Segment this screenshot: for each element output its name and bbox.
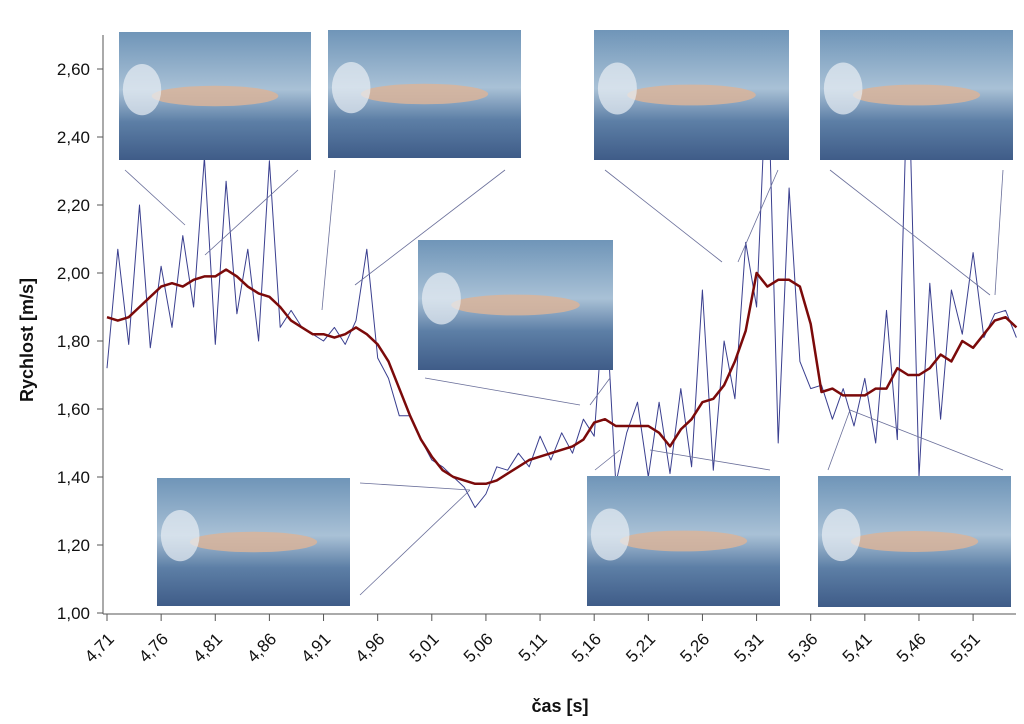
splash [821,508,861,562]
x-tick-label: 5,41 [839,629,876,666]
x-tick-label: 5,51 [947,629,984,666]
y-tick-label: 1,00 [57,604,90,623]
y-tick-label: 1,60 [57,400,90,419]
y-tick-label: 1,40 [57,468,90,487]
swimmer [451,294,580,316]
x-tick-label: 5,36 [785,629,822,666]
y-tick-label: 2,40 [57,128,90,147]
series-line [106,51,1017,509]
splash [122,64,162,116]
x-tick-label: 5,16 [568,629,605,666]
y-tick-label: 2,60 [57,60,90,79]
swimmer [619,530,748,552]
y-tick-label: 2,00 [57,264,90,283]
swimmer [850,531,979,552]
splash [590,508,630,561]
splash [421,272,461,325]
x-tick-label: 4,81 [189,629,226,666]
x-axis-title: čas [s] [531,696,588,716]
splash [331,62,371,114]
x-tick-label: 4,91 [298,629,335,666]
x-tick-label: 5,01 [406,629,443,666]
x-tick-label: 4,86 [243,629,280,666]
y-axis-title: Rychlost [m/s] [17,278,37,402]
x-tick-label: 5,21 [622,629,659,666]
splash [823,62,863,115]
x-tick-label: 5,06 [460,629,497,666]
x-tick-label: 4,71 [81,629,118,666]
x-tick-label: 5,31 [731,629,768,666]
x-tick-label: 5,11 [515,629,551,665]
y-tick-label: 1,20 [57,536,90,555]
splash [597,62,637,115]
x-tick-label: 4,96 [352,629,389,666]
splash [160,509,200,562]
swimmer [189,531,318,553]
x-tick-label: 5,46 [893,629,930,666]
swimmer [627,84,756,106]
x-tick-label: 5,26 [676,629,713,666]
photo-insets [119,30,1013,607]
y-tick-label: 1,80 [57,332,90,351]
y-tick-label: 2,20 [57,196,90,215]
swimmer [852,84,981,106]
connectors [124,169,1004,596]
swimmer [151,85,279,107]
series-line [106,268,1018,486]
swimmer [360,83,489,105]
x-tick-label: 4,76 [135,629,172,666]
